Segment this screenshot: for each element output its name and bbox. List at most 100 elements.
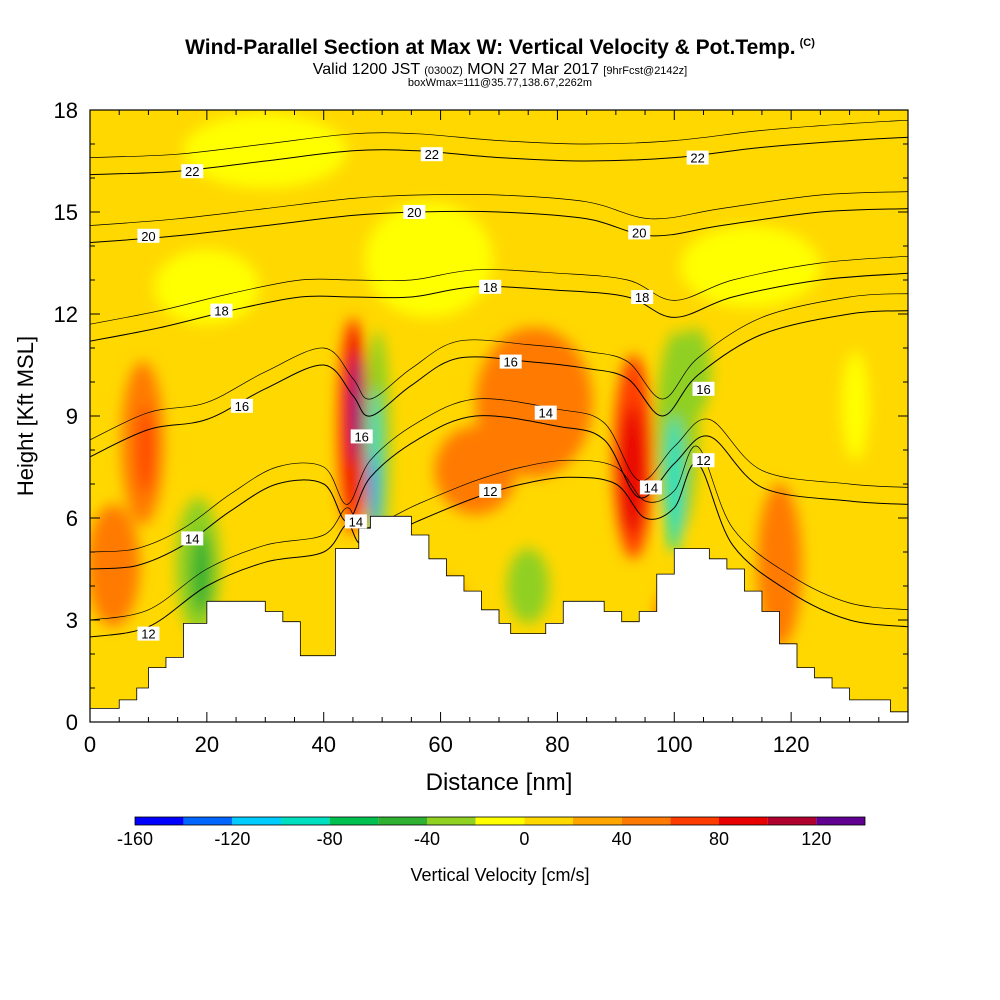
label-box: [639, 480, 662, 495]
colorbar-swatch: [767, 817, 817, 825]
label-box: [403, 205, 426, 219]
colorbar-swatch: [719, 817, 768, 825]
label-box: [479, 483, 502, 498]
label-box: [420, 147, 443, 162]
label-box: [230, 398, 253, 413]
vv-cell-27: [154, 249, 260, 325]
y-tick-label: 18: [54, 98, 78, 123]
label-box: [692, 381, 715, 396]
chart-title: Wind-Parallel Section at Max W: Vertical…: [185, 36, 815, 59]
label-box: [137, 228, 160, 243]
colorbar-swatch: [621, 817, 671, 825]
colorbar: -160 -120 -80 -40 0 40 80 120: [117, 816, 866, 849]
isentrope-minor-14: [90, 398, 908, 553]
valid-utc: (0300Z): [424, 65, 463, 77]
colorbar-tick-label: -40: [414, 829, 440, 849]
y-tick-label: 12: [54, 302, 78, 327]
valid-time: Valid 1200 JST: [312, 61, 420, 78]
isentrope-label-10: 16: [499, 354, 522, 370]
x-tick-label: 80: [545, 732, 569, 757]
vv-cell-25: [680, 225, 821, 308]
colorbar-swatch: [281, 817, 330, 825]
isentrope-label-text: 14: [349, 514, 363, 529]
x-tick-label: 100: [656, 732, 693, 757]
isentrope-label-text: 14: [185, 531, 199, 546]
colorbar-tick-label: 0: [519, 829, 529, 849]
label-box: [686, 150, 709, 165]
plot-area: [90, 110, 908, 722]
isentrope-label-6: 18: [210, 303, 233, 319]
isentrope-labels: 22 22 22 20 20 20 18 18 18 16 16 16 16 14 14 14 14 12 12 12: [137, 147, 715, 642]
colorbar-frame: [134, 816, 866, 826]
isentrope-label-14: 14: [344, 514, 367, 529]
isentrope-22: [90, 136, 908, 176]
isentrope-label-text: 18: [214, 304, 228, 319]
isentrope-label-text: 20: [632, 225, 646, 240]
y-tick-label: 0: [66, 710, 78, 735]
label-box: [350, 429, 373, 444]
isentrope-label-text: 16: [354, 429, 368, 444]
label-box: [628, 225, 651, 240]
isentrope-label-9: 16: [230, 398, 253, 414]
valid-date: MON 27 Mar 2017: [467, 61, 599, 78]
x-tick-label: 0: [84, 732, 96, 757]
colorbar-swatch: [183, 817, 233, 825]
isentrope-label-text: 18: [635, 290, 649, 305]
vv-cell-15: [90, 504, 140, 627]
isentrope-label-19: 12: [692, 453, 715, 468]
isentrope-label-text: 18: [483, 280, 497, 295]
isentrope-label-1: 22: [420, 147, 443, 162]
isentrope-minor-16: [90, 293, 908, 441]
vv-cell-17: [434, 426, 517, 515]
isentrope-label-8: 18: [631, 290, 654, 305]
vv-cell-9: [665, 416, 684, 552]
isentrope-minor-20: [90, 191, 908, 226]
isentrope-label-16: 14: [639, 480, 662, 495]
colorbar-swatch: [135, 817, 184, 825]
x-tick-label: 20: [195, 732, 219, 757]
label-box: [692, 453, 715, 468]
isentrope-label-17: 12: [137, 626, 160, 642]
isentrope-label-text: 20: [141, 229, 155, 244]
colorbar-swatch: [427, 817, 476, 825]
colorbar-tick-label: 40: [612, 829, 632, 849]
colorbar-tick-label: -80: [317, 829, 343, 849]
isentrope-label-text: 12: [141, 627, 155, 642]
x-tick-label: 60: [428, 732, 452, 757]
axes: 0 20 40 60 80 100 120 0 3 6 9 12 15 18: [54, 98, 908, 757]
label-box: [344, 514, 367, 529]
isentrope-label-3: 20: [137, 228, 160, 244]
colorbar-swatch: [475, 817, 525, 825]
box-info: boxWmax=111@35.77,138.67,2262m: [407, 77, 593, 89]
colorbar-tick-label: -160: [117, 829, 153, 849]
isentrope-label-13: 14: [181, 531, 204, 546]
isentrope-label-text: 12: [483, 484, 497, 499]
label-box: [181, 164, 204, 179]
vv-cell-23: [364, 201, 494, 318]
vv-cell-5: [368, 453, 376, 529]
colorbar-swatch: [670, 817, 719, 825]
label-box: [181, 531, 204, 546]
colorbar-swatch: [524, 817, 573, 825]
isentrope-label-12: 16: [692, 381, 715, 397]
x-tick-label: 40: [311, 732, 335, 757]
label-box: [210, 303, 233, 318]
y-tick-label: 3: [66, 608, 78, 633]
label-box: [499, 354, 522, 369]
isentrope-label-7: 18: [479, 279, 502, 295]
isentrope-label-text: 16: [235, 399, 249, 414]
vv-cell-14: [137, 405, 154, 495]
terrain: [90, 515, 908, 722]
isentrope-label-text: 12: [696, 453, 710, 468]
isentrope-label-11: 16: [350, 429, 373, 444]
y-axis-label: Height [Kft MSL]: [13, 336, 38, 496]
isentrope-label-0: 22: [181, 164, 204, 179]
isentrope-label-text: 16: [503, 355, 517, 370]
chart-subtitle: Valid 1200 JST (0300Z) MON 27 Mar 2017 […: [0, 61, 1000, 79]
vv-cell-10: [678, 327, 712, 416]
label-box: [137, 626, 160, 641]
isentrope-label-text: 22: [690, 151, 704, 166]
colorbar-swatch: [232, 817, 281, 825]
isentrope-label-4: 20: [403, 205, 426, 220]
isentrope-minor-12: [90, 445, 908, 621]
